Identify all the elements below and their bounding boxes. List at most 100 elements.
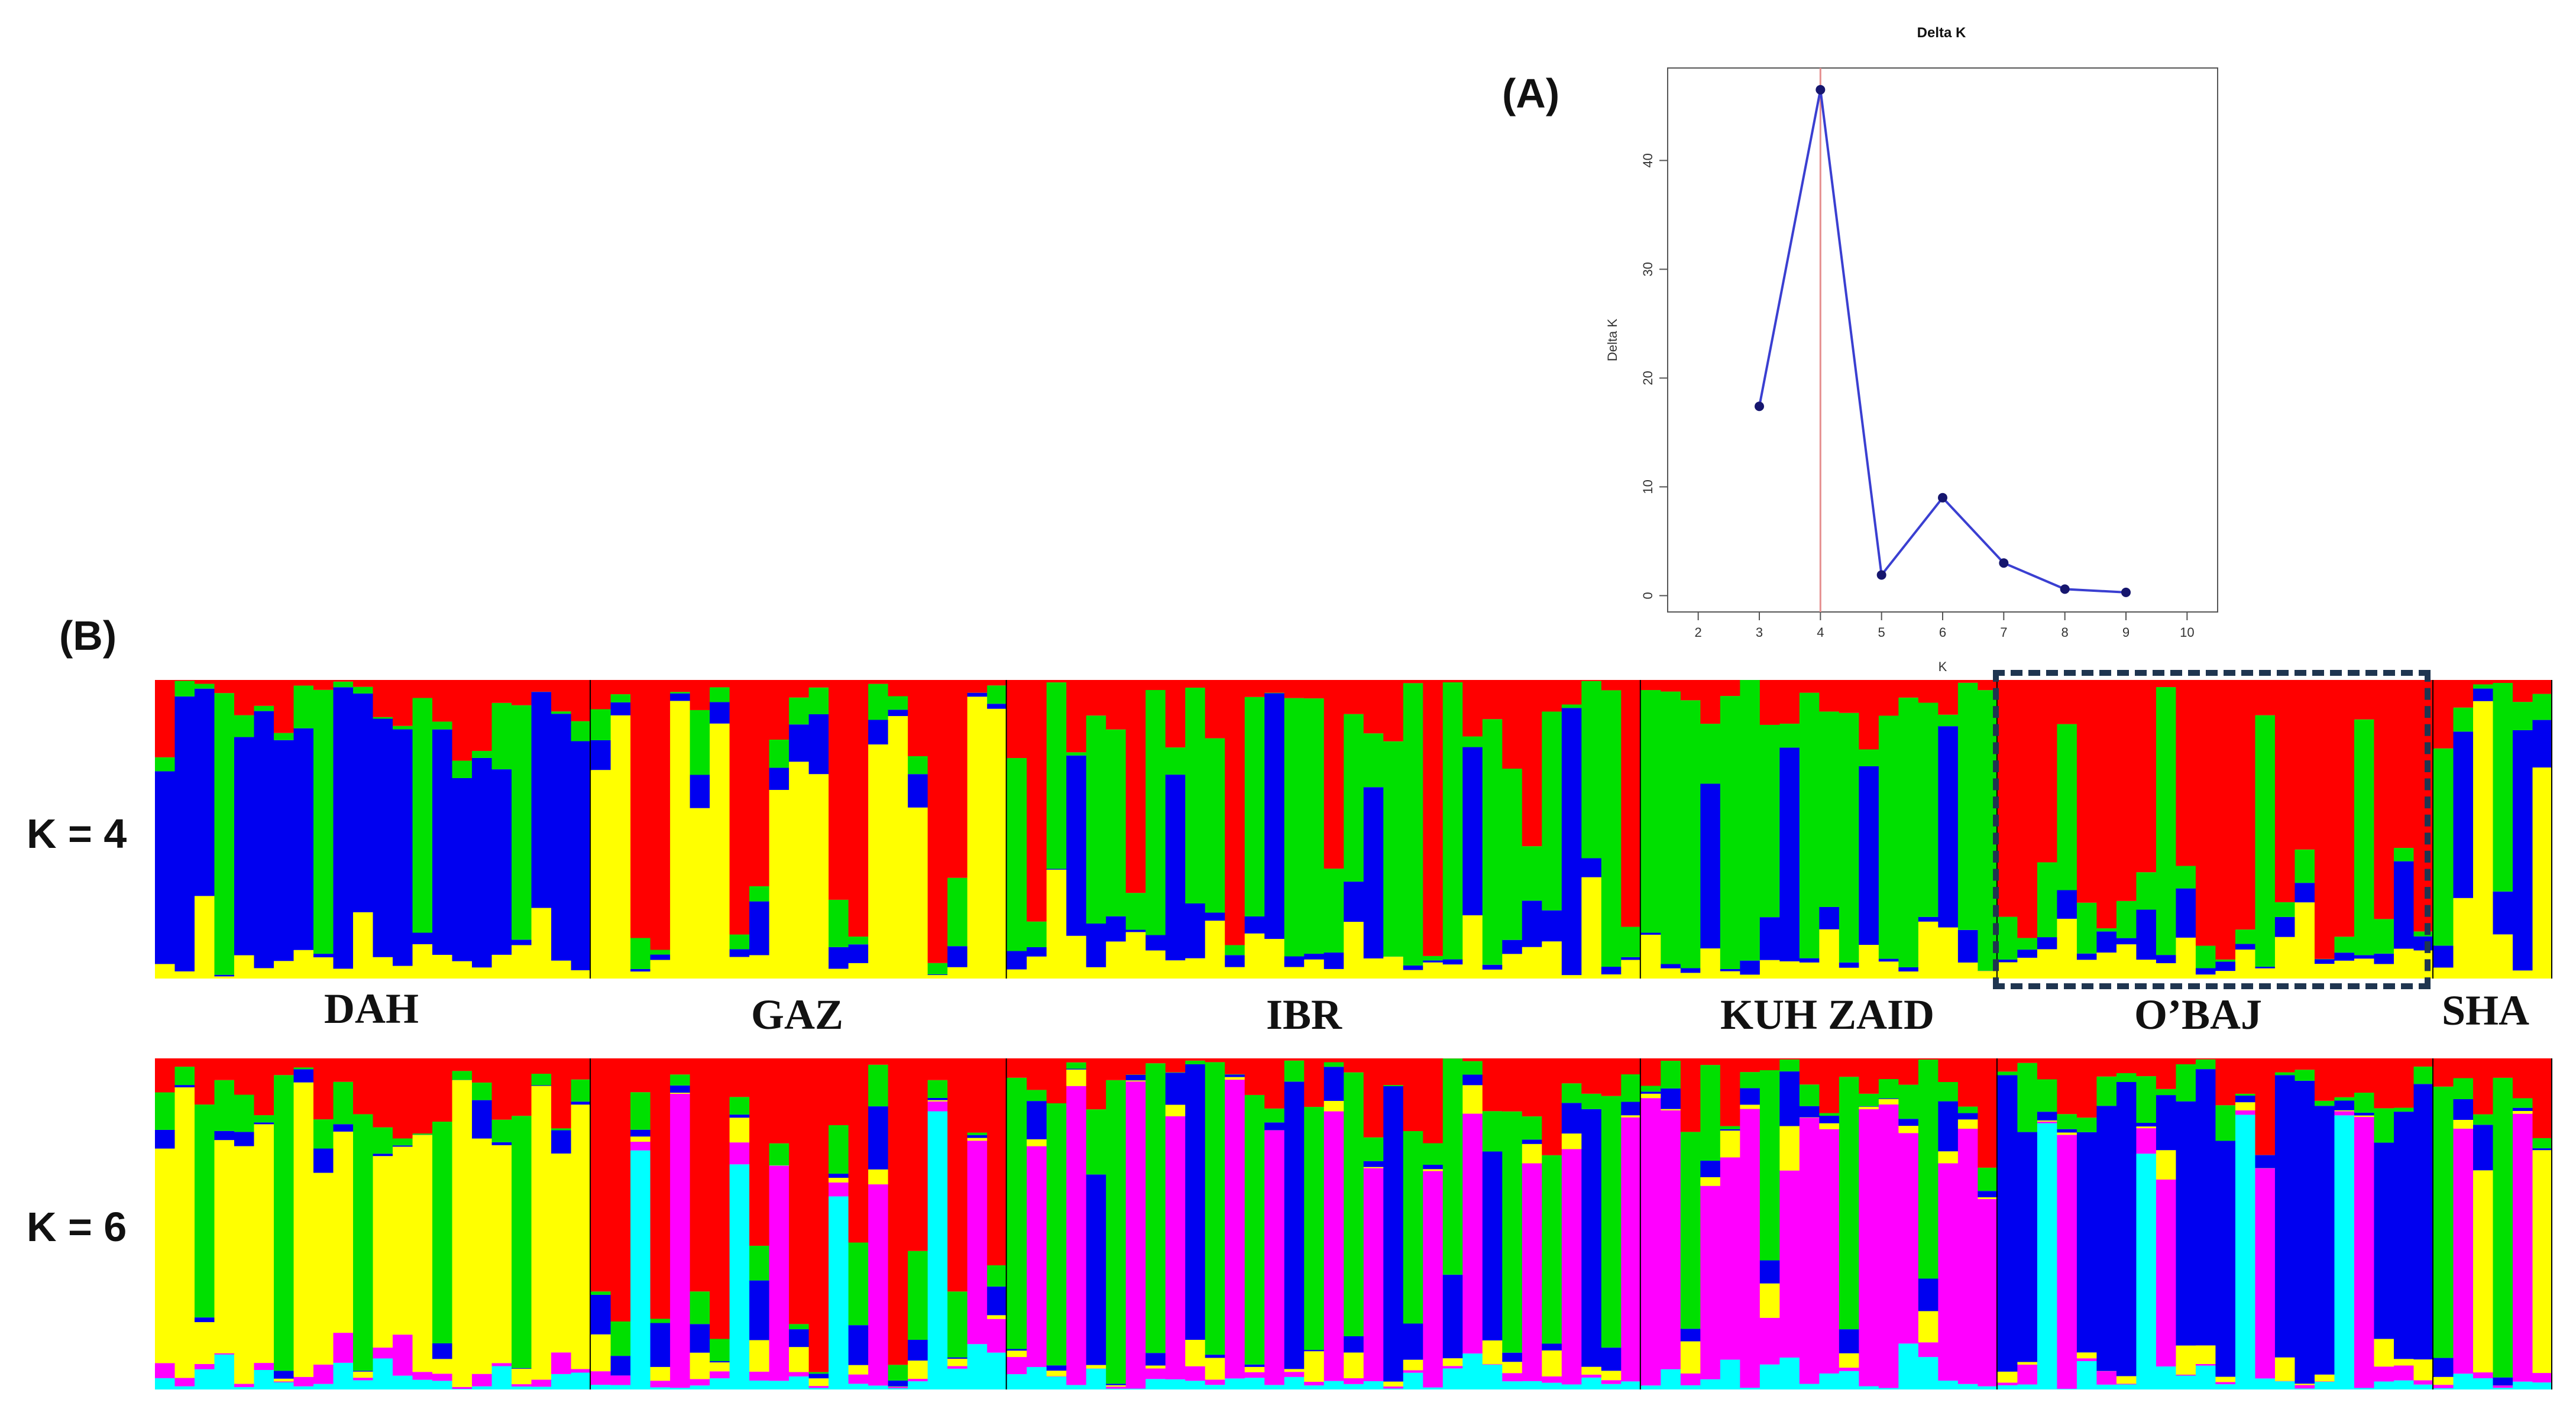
- admixture-segment-green: [155, 1092, 176, 1130]
- admixture-segment-blue: [2433, 1358, 2454, 1377]
- admixture-segment-yellow: [472, 1138, 493, 1374]
- admixture-segment-blue: [2314, 1106, 2335, 1375]
- admixture-segment-red: [650, 680, 671, 950]
- admixture-segment-yellow: [2532, 767, 2552, 979]
- admixture-segment-red: [254, 680, 274, 706]
- admixture-segment-green: [353, 1114, 374, 1371]
- admixture-segment-blue: [1680, 968, 1701, 973]
- admixture-segment-blue: [848, 944, 869, 963]
- admixture-segment-green: [1462, 1061, 1483, 1075]
- admixture-segment-green: [630, 1092, 651, 1130]
- admixture-segment-red: [808, 1058, 829, 1372]
- admixture-segment-green: [254, 705, 274, 711]
- admixture-segment-yellow: [491, 954, 512, 979]
- delta-k-title: Delta K: [1917, 25, 1966, 41]
- admixture-segment-blue: [1185, 1064, 1206, 1340]
- admixture-segment-red: [254, 1058, 274, 1116]
- admixture-segment-blue: [1759, 917, 1780, 960]
- admixture-segment-green: [1640, 1086, 1661, 1092]
- admixture-segment-cyan: [2255, 1378, 2276, 1389]
- admixture-segment-red: [373, 1058, 393, 1128]
- admixture-segment-red: [729, 1058, 750, 1097]
- admixture-segment-green: [214, 693, 235, 975]
- admixture-segment-red: [1145, 1058, 1166, 1064]
- admixture-segment-yellow: [2136, 960, 2157, 979]
- admixture-segment-green: [1007, 1077, 1027, 1349]
- admixture-segment-red: [1403, 680, 1423, 684]
- admixture-segment-magenta: [571, 1369, 591, 1373]
- admixture-segment-magenta: [848, 1374, 869, 1384]
- admixture-segment-magenta: [1819, 1129, 1840, 1374]
- admixture-segment-green: [888, 696, 908, 710]
- admixture-segment-blue: [610, 702, 631, 715]
- admixture-segment-red: [2374, 1058, 2394, 1109]
- admixture-segment-green: [432, 721, 453, 730]
- admixture-segment-magenta: [1423, 1171, 1444, 1388]
- admixture-segment-cyan: [987, 1352, 1008, 1389]
- admixture-segment-yellow: [2057, 918, 2077, 979]
- admixture-segment-blue: [2215, 961, 2236, 971]
- admixture-segment-yellow: [1601, 1371, 1622, 1381]
- admixture-segment-yellow: [1304, 959, 1325, 979]
- admixture-segment-yellow: [591, 770, 611, 979]
- admixture-segment-green: [848, 937, 869, 945]
- admixture-segment-green: [1542, 1155, 1562, 1344]
- admixture-segment-green: [1027, 921, 1047, 947]
- admixture-segment-red: [2136, 1058, 2157, 1077]
- admixture-segment-magenta: [2354, 1117, 2375, 1388]
- admixture-segment-yellow: [1561, 975, 1582, 979]
- admixture-segment-green: [1244, 697, 1265, 916]
- admixture-segment-red: [2076, 1058, 2098, 1118]
- admixture-segment-red: [234, 1058, 255, 1095]
- admixture-segment-yellow: [2493, 934, 2513, 979]
- admixture-segment-green: [512, 705, 532, 940]
- admixture-segment-cyan: [1661, 1369, 1681, 1389]
- admixture-segment-blue: [571, 741, 591, 970]
- admixture-segment-cyan: [1819, 1373, 1840, 1389]
- admixture-segment-blue: [829, 1174, 849, 1178]
- admixture-segment-green: [1344, 1072, 1364, 1336]
- admixture-segment-magenta: [2433, 1385, 2454, 1388]
- admixture-segment-blue: [868, 1106, 889, 1170]
- admixture-segment-yellow: [848, 1365, 869, 1375]
- admixture-segment-green: [1819, 1113, 1840, 1116]
- admixture-segment-yellow: [650, 1366, 671, 1381]
- admixture-segment-cyan: [432, 1381, 453, 1389]
- admixture-segment-yellow: [1561, 1133, 1582, 1149]
- admixture-segment-green: [1522, 846, 1542, 901]
- admixture-segment-yellow: [2215, 1376, 2236, 1382]
- admixture-segment-green: [1007, 758, 1027, 951]
- admixture-segment-red: [1304, 1058, 1325, 1107]
- admixture-segment-blue: [729, 949, 750, 957]
- admixture-segment-green: [2096, 928, 2117, 932]
- admixture-segment-red: [2314, 680, 2335, 959]
- admixture-segment-red: [1700, 1058, 1721, 1065]
- admixture-segment-cyan: [274, 1382, 295, 1389]
- admixture-segment-green: [1145, 689, 1166, 935]
- admixture-segment-red: [1938, 680, 1959, 715]
- admixture-segment-yellow: [670, 701, 691, 979]
- admixture-segment-yellow: [2334, 1110, 2355, 1112]
- admixture-segment-magenta: [1205, 1379, 1225, 1385]
- admixture-segment-blue: [254, 1122, 274, 1125]
- admixture-segment-magenta: [313, 1364, 334, 1384]
- admixture-segment-yellow: [908, 807, 928, 979]
- admixture-segment-blue: [729, 1115, 750, 1118]
- admixture-segment-red: [1978, 1058, 1998, 1168]
- admixture-segment-blue: [2096, 1106, 2117, 1371]
- admixture-segment-yellow: [670, 1093, 691, 1094]
- admixture-segment-green: [2433, 748, 2454, 946]
- admixture-segment-red: [1125, 1058, 1146, 1075]
- admixture-segment-red: [432, 680, 453, 722]
- admixture-segment-yellow: [2096, 953, 2117, 979]
- admixture-segment-yellow: [1066, 935, 1087, 979]
- admixture-segment-green: [670, 1074, 691, 1086]
- admixture-segment-yellow: [1442, 1358, 1463, 1366]
- admixture-segment-red: [2096, 1058, 2117, 1077]
- admixture-segment-cyan: [2215, 1384, 2236, 1389]
- admixture-segment-yellow: [908, 1361, 928, 1379]
- admixture-segment-yellow: [2195, 1345, 2216, 1364]
- admixture-segment-green: [2195, 1059, 2216, 1070]
- admixture-segment-red: [1344, 1058, 1364, 1073]
- admixture-segment-yellow: [1859, 1106, 1879, 1109]
